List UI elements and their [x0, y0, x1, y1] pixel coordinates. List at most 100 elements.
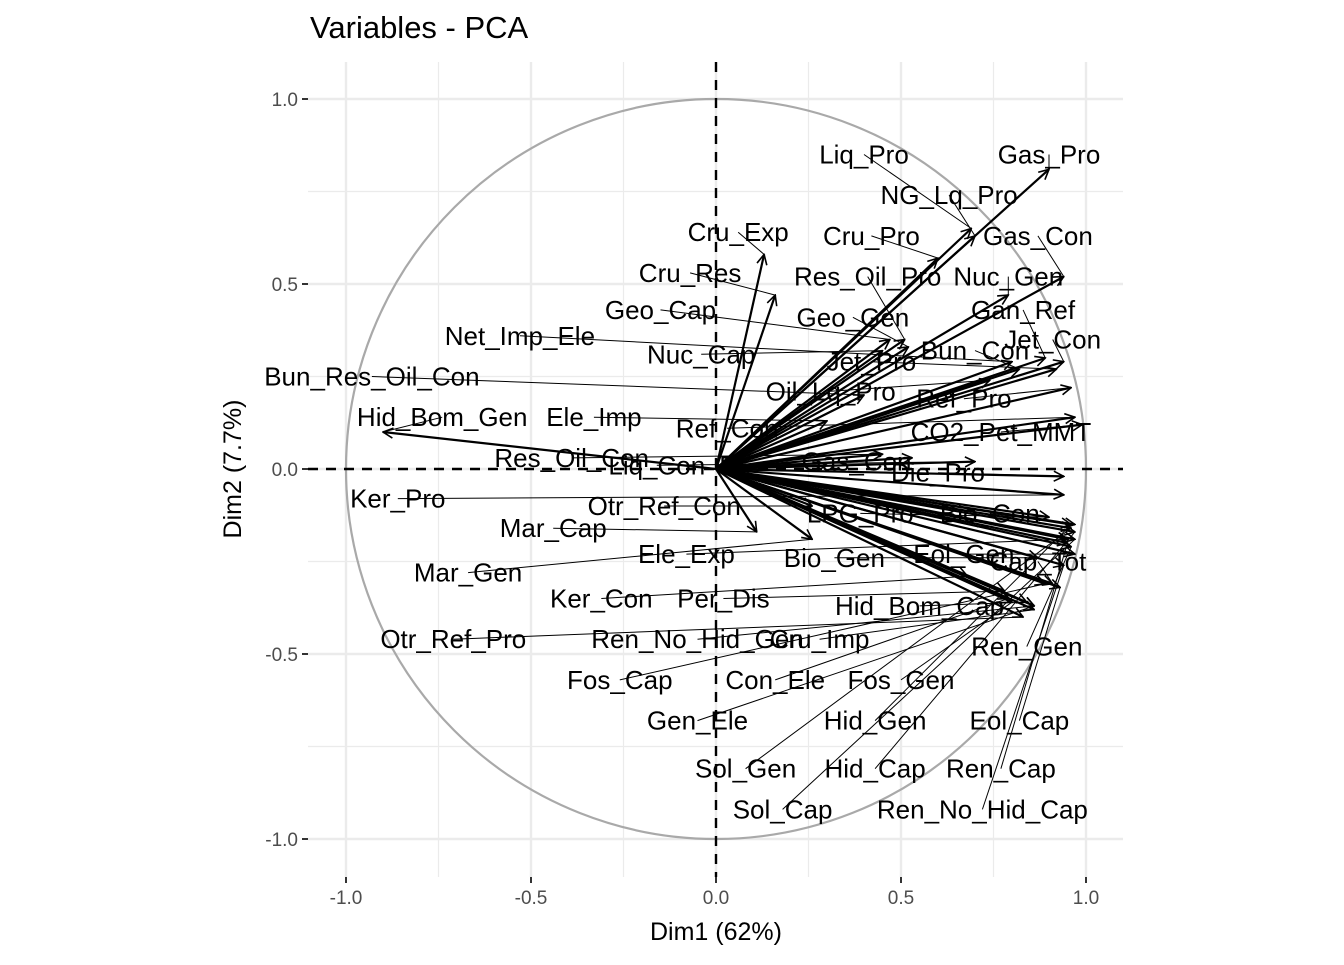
variable-arrow	[715, 362, 1012, 471]
variable-label: Geo_Gen	[797, 302, 910, 332]
label-connector	[453, 616, 1024, 640]
variable-arrow	[715, 294, 1008, 470]
variable-arrow	[715, 467, 1064, 495]
variable-label: Cru_Imp	[770, 624, 870, 654]
variable-label: Jet_Pro	[827, 347, 917, 377]
variable-arrow	[715, 394, 864, 470]
label-connector	[871, 361, 1057, 370]
label-connector	[1018, 587, 1061, 721]
variable-arrow	[715, 421, 827, 471]
variable-arrow	[715, 369, 1056, 471]
y-axis-title: Dim2 (7.7%)	[219, 400, 247, 539]
y-tick-label: 0.0	[272, 460, 298, 481]
variable-label: Ren_No_Hid_Cap	[877, 794, 1088, 824]
variable-label: Bun_Con	[921, 336, 1029, 366]
variable-arrow	[714, 295, 775, 470]
variable-arrow	[715, 388, 1071, 471]
label-connector	[1037, 235, 1065, 277]
variable-arrow	[714, 254, 764, 470]
label-connector	[775, 598, 1009, 681]
variable-label: Gan_Ref	[971, 295, 1076, 325]
variable-arrow	[715, 347, 908, 470]
variable-arrow	[383, 432, 717, 471]
variable-label: Nuc_Gen	[953, 262, 1063, 292]
label-connector	[468, 538, 813, 574]
variable-label: Cap_Tot	[989, 547, 1087, 577]
label-connector	[519, 335, 1013, 363]
variable-label: Con_Ele	[725, 665, 825, 695]
label-connector	[1022, 309, 1046, 359]
variable-label: Gas_Con	[802, 447, 912, 477]
x-axis-title: Dim1 (62%)	[650, 918, 782, 946]
label-connector	[701, 350, 883, 355]
variable-label: Ren_No_Hid_Gen	[591, 624, 803, 654]
variable-arrow	[715, 468, 757, 532]
y-tick-label: -1.0	[265, 830, 298, 851]
label-connector	[601, 575, 968, 599]
label-connector	[871, 235, 939, 259]
variable-label: Mar_Cap	[500, 513, 607, 543]
variable-label: Cru_Res	[639, 258, 742, 288]
variable-label: LPG_Pro	[807, 498, 914, 528]
variable-label: Oil_Lq_Pro	[766, 376, 896, 406]
label-connector	[981, 565, 1065, 810]
variable-label: Ref_Con	[676, 413, 779, 443]
variable-label: Cru_Pro	[823, 221, 920, 251]
variable-label: Net_Imp_Ele	[445, 321, 595, 351]
label-connector	[371, 376, 865, 396]
label-connector	[697, 605, 1035, 640]
y-tick-label: -0.5	[265, 645, 298, 666]
variable-label: Jet_Con	[1004, 325, 1101, 355]
label-connector	[397, 494, 1064, 500]
variable-label: Nuc_Cap	[647, 339, 755, 369]
label-connector	[723, 590, 1005, 599]
variable-arrow	[715, 417, 1075, 471]
variable-arrow	[715, 236, 975, 470]
x-tick-label: 0.5	[888, 888, 914, 909]
variable-label: Bio_Con	[940, 498, 1040, 528]
variable-arrow	[715, 468, 1023, 618]
variable-label: Ele_Imp	[546, 402, 641, 432]
variable-label: Ref_Pro	[916, 384, 1011, 414]
variable-label: Sol_Cap	[733, 794, 833, 824]
variable-label: Geo_Cap	[605, 295, 716, 325]
axis-layer: -1.0 -0.5 0.0 0.5 1.0 -1.0 -0.5 0.0 0.5 1.0 Liq_Pr…	[264, 90, 1101, 909]
variable-arrow	[715, 258, 938, 470]
variable-label: Otr_Ref_Con	[588, 491, 741, 521]
variable-label: Ker_Pro	[350, 484, 445, 514]
label-connector	[1052, 339, 1065, 362]
label-connector	[874, 531, 1076, 770]
variable-arrow	[715, 468, 812, 539]
variable-label: Eol_Cap	[970, 706, 1070, 736]
variable-arrow	[715, 425, 1082, 471]
variable-label: Bi	[719, 450, 742, 480]
variable-arrow	[715, 380, 990, 471]
label-connector	[863, 154, 972, 229]
variable-label: Liq_Pro	[819, 140, 909, 170]
label-connector	[689, 272, 776, 296]
variable-arrow	[715, 467, 1060, 587]
variable-label: NG_Lq_Pro	[880, 180, 1017, 210]
label-connector	[660, 309, 890, 340]
x-tick-label: -0.5	[515, 888, 548, 909]
variable-label: Ker_Con	[550, 584, 653, 614]
variable-label: Hid_Gen	[824, 706, 927, 736]
y-tick-label: 1.0	[272, 90, 298, 111]
variable-label: Sol_Gen	[695, 754, 796, 784]
label-connector	[737, 231, 765, 255]
variable-arrow	[715, 458, 912, 471]
label-connector	[830, 379, 990, 392]
variable-label: Bio_Gen	[784, 543, 885, 573]
variable-label: Res_Oil_Con	[494, 443, 649, 473]
variable-label: Gas_Pro	[998, 140, 1101, 170]
variable-label: Hid_Bom_Cap	[835, 591, 1004, 621]
variable-arrow	[715, 467, 1075, 532]
chart-title: Variables - PCA	[310, 10, 529, 45]
variable-label: Hid_Cap	[825, 754, 926, 784]
variable-arrow	[715, 351, 883, 470]
variable-label: Otr_Ref_Pro	[380, 624, 526, 654]
label-connector	[819, 609, 1035, 640]
variable-label: Gen_Ele	[647, 706, 748, 736]
